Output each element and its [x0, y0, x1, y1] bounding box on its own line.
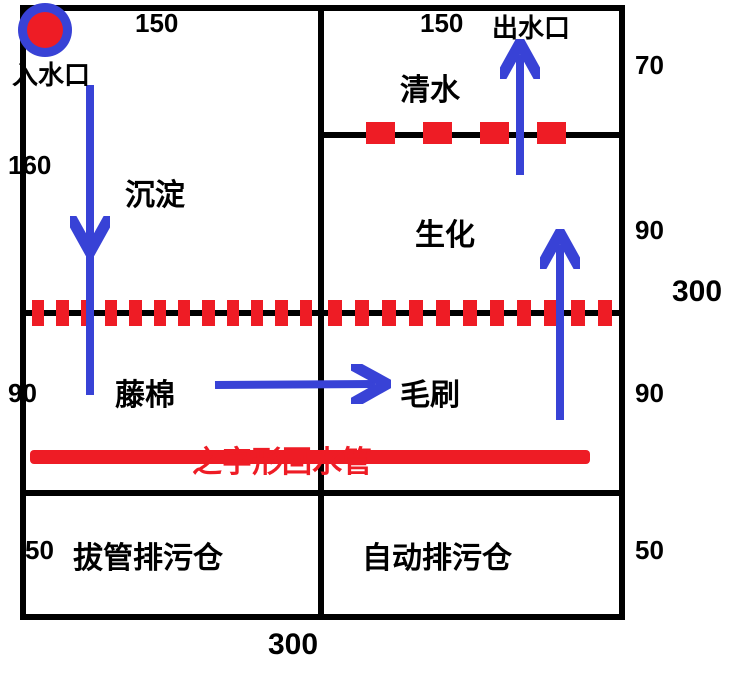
label-outlet: 出水口 — [492, 8, 570, 45]
dim-d70: 70 — [635, 50, 664, 81]
label-zpipe: 之字形回水管 — [192, 437, 372, 481]
label-rattan: 藤棉 — [115, 370, 175, 414]
dim-d90R2: 90 — [635, 378, 664, 409]
dim-d90L: 90 — [8, 378, 37, 409]
label-inlet: 入水口 — [12, 55, 90, 92]
dim-d150R: 150 — [420, 8, 463, 39]
dim-d150L: 150 — [135, 8, 178, 39]
label-brush: 毛刷 — [400, 370, 460, 414]
filter-diagram: 入水口 出水口清水沉淀生化藤棉 毛刷之字形回水管拔管排污仓 自动排污仓 150 150 70… — [0, 0, 744, 682]
dim-d50L: 50 — [25, 535, 54, 566]
label-drainL: 拔管排污仓 — [73, 533, 223, 577]
dim-d300R: 300 — [672, 275, 722, 309]
arrow-right — [215, 384, 375, 385]
dim-d300B: 300 — [268, 628, 318, 662]
label-biochem: 生化 — [415, 210, 475, 254]
dim-d90R1: 90 — [635, 215, 664, 246]
flow-arrows — [0, 0, 744, 682]
label-clear: 清水 — [400, 65, 460, 109]
label-sediment: 沉淀 — [125, 170, 185, 214]
label-drainR: 自动排污仓 — [362, 533, 512, 577]
dim-d160: 160 — [8, 150, 51, 181]
dim-d50R: 50 — [635, 535, 664, 566]
